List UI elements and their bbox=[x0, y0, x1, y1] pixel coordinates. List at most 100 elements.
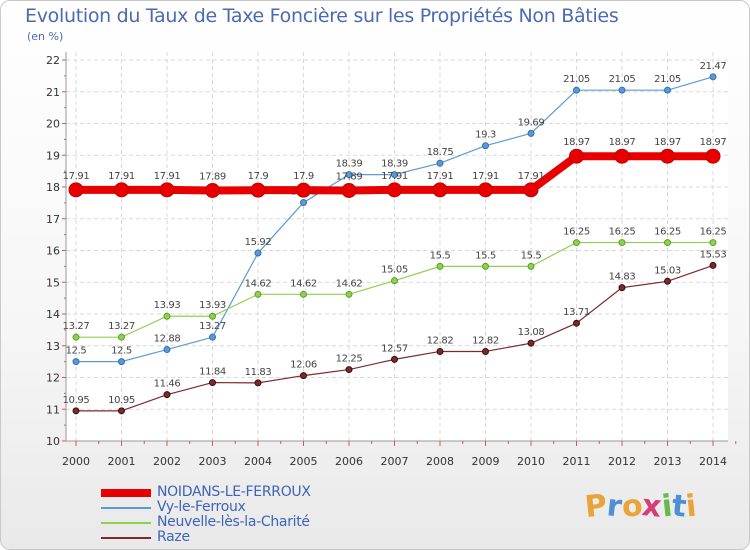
data-label: 13.27 bbox=[108, 321, 135, 332]
data-point bbox=[387, 182, 402, 198]
y-tick-label: 17 bbox=[46, 213, 60, 226]
data-point bbox=[618, 239, 626, 247]
data-point bbox=[341, 182, 357, 198]
y-tick-label: 22 bbox=[46, 54, 60, 67]
data-point bbox=[523, 182, 539, 198]
data-label: 21.47 bbox=[700, 61, 727, 72]
x-tick-label: 2011 bbox=[563, 455, 591, 468]
data-point bbox=[436, 159, 444, 167]
legend-swatch bbox=[101, 489, 151, 497]
data-label: 18.39 bbox=[381, 159, 408, 170]
data-point bbox=[163, 346, 171, 354]
data-point bbox=[573, 239, 580, 247]
data-point bbox=[254, 379, 262, 387]
data-label: 21.05 bbox=[654, 74, 681, 85]
data-point bbox=[432, 182, 448, 198]
data-point bbox=[527, 262, 535, 270]
data-point bbox=[573, 86, 580, 94]
x-tick-label: 2008 bbox=[426, 455, 454, 468]
data-label: 12.5 bbox=[111, 346, 132, 357]
data-label: 18.97 bbox=[700, 137, 727, 148]
data-point bbox=[660, 148, 675, 164]
data-point bbox=[209, 312, 216, 320]
data-point bbox=[163, 312, 171, 320]
data-label: 11.46 bbox=[154, 379, 181, 390]
data-label: 10.95 bbox=[63, 395, 90, 406]
data-point bbox=[345, 366, 353, 374]
x-tick-label: 2006 bbox=[335, 455, 363, 468]
data-label: 15.5 bbox=[430, 250, 451, 261]
data-point bbox=[209, 333, 216, 341]
data-label: 17.91 bbox=[381, 171, 408, 182]
data-label: 11.84 bbox=[199, 367, 226, 378]
y-tick-label: 18 bbox=[46, 181, 60, 194]
data-point bbox=[254, 290, 262, 298]
data-point bbox=[254, 249, 262, 257]
data-label: 17.89 bbox=[199, 171, 226, 182]
data-label: 17.91 bbox=[472, 171, 499, 182]
data-point bbox=[300, 372, 307, 380]
series-raze: 10.95 10.95 11.46 11.84 11.83 12.06 12.25 12.57… bbox=[63, 249, 727, 415]
y-tick-label: 14 bbox=[46, 308, 60, 321]
data-label: 21.05 bbox=[563, 74, 590, 85]
x-tick-label: 2003 bbox=[199, 455, 227, 468]
y-tick-label: 19 bbox=[46, 149, 60, 162]
data-point bbox=[209, 379, 216, 387]
series-noidans-le-ferroux: 17.91 17.91 17.91 17.89 17.9 17.9 17.89 17.91 17… bbox=[63, 137, 727, 198]
x-tick-label: 2010 bbox=[517, 455, 545, 468]
data-label: 19.3 bbox=[475, 130, 496, 141]
data-label: 17.91 bbox=[518, 171, 545, 182]
data-label: 10.95 bbox=[108, 395, 135, 406]
data-label: 13.27 bbox=[63, 321, 90, 332]
data-point bbox=[296, 182, 311, 198]
data-point bbox=[300, 290, 307, 298]
data-point bbox=[163, 391, 171, 399]
series-vy-le-ferroux: 12.512.512.8813.2715.9217.5118.3918.3918… bbox=[66, 61, 727, 366]
data-point bbox=[664, 86, 671, 94]
data-label: 17.91 bbox=[108, 171, 135, 182]
x-tick-label: 2014 bbox=[699, 455, 727, 468]
x-tick-label: 2002 bbox=[153, 455, 181, 468]
data-label: 16.25 bbox=[700, 227, 727, 238]
data-point bbox=[205, 182, 220, 198]
data-label: 21.05 bbox=[609, 74, 636, 85]
data-point bbox=[72, 407, 80, 415]
data-point bbox=[72, 333, 80, 341]
data-point bbox=[614, 148, 630, 164]
data-point bbox=[709, 261, 717, 269]
data-point bbox=[618, 86, 626, 94]
data-point bbox=[118, 407, 125, 415]
y-tick-label: 21 bbox=[46, 86, 60, 99]
data-point bbox=[482, 262, 489, 270]
data-point bbox=[345, 171, 353, 179]
data-point bbox=[709, 239, 717, 247]
data-label: 19.69 bbox=[518, 117, 545, 128]
legend-swatch bbox=[101, 537, 151, 539]
data-label: 17.91 bbox=[427, 171, 454, 182]
x-tick-label: 2013 bbox=[654, 455, 682, 468]
data-label: 12.82 bbox=[427, 335, 454, 346]
data-label: 13.27 bbox=[199, 321, 226, 332]
logo-letter: i bbox=[684, 488, 699, 525]
y-tick-label: 20 bbox=[46, 118, 60, 131]
data-label: 17.9 bbox=[293, 171, 314, 182]
y-tick-label: 16 bbox=[46, 245, 60, 258]
data-point bbox=[72, 358, 80, 366]
data-label: 15.03 bbox=[654, 265, 681, 276]
data-point bbox=[573, 319, 580, 327]
data-point bbox=[118, 358, 125, 366]
data-point bbox=[478, 182, 493, 198]
data-label: 18.97 bbox=[609, 137, 636, 148]
chart-title: Evolution du Taux de Taxe Foncière sur l… bbox=[25, 5, 619, 27]
series-neuvelle-l-s-la-charit-: 13.27 13.27 13.93 13.93 14.62 14.62 14.62 15.05… bbox=[63, 227, 727, 341]
proxiti-logo: Proxiti bbox=[583, 488, 699, 525]
data-point bbox=[391, 171, 398, 179]
x-tick-label: 2007 bbox=[381, 455, 409, 468]
data-label: 13.71 bbox=[563, 307, 590, 318]
data-point bbox=[118, 333, 125, 341]
x-tick-label: 2004 bbox=[244, 455, 272, 468]
data-label: 18.39 bbox=[336, 159, 363, 170]
data-label: 18.97 bbox=[563, 137, 590, 148]
